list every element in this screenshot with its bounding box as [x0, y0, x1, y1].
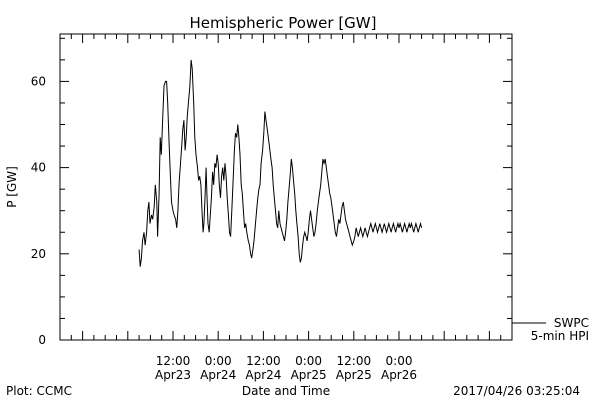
axis-tick-labels: 020406012:00Apr230:00Apr2412:00Apr240:00… [31, 74, 417, 382]
series-line [138, 59, 423, 267]
footer-right: 2017/04/26 03:25:04 [453, 384, 580, 398]
x-tick-date-label: Apr24 [200, 368, 236, 382]
legend-source: SWPC [554, 316, 589, 330]
y-tick-label: 20 [31, 247, 46, 261]
x-tick-date-label: Apr25 [291, 368, 327, 382]
x-tick-date-label: Apr25 [336, 368, 372, 382]
x-tick-time-label: 12:00 [246, 354, 281, 368]
x-tick-time-label: 12:00 [156, 354, 191, 368]
x-axis-label: Date and Time [242, 384, 330, 398]
plot-frame [59, 33, 513, 341]
chart-title: Hemispheric Power [GW] [190, 14, 377, 32]
axis-ticks [60, 34, 512, 340]
y-tick-label: 40 [31, 161, 46, 175]
legend-series-label: 5-min HPI [531, 329, 589, 343]
x-tick-date-label: Apr24 [245, 368, 281, 382]
x-tick-time-label: 0:00 [295, 354, 322, 368]
footer-left: Plot: CCMC [6, 384, 72, 398]
x-tick-time-label: 0:00 [205, 354, 232, 368]
x-tick-date-label: Apr26 [381, 368, 417, 382]
x-tick-time-label: 0:00 [386, 354, 413, 368]
y-tick-label: 0 [38, 333, 46, 347]
y-tick-label: 60 [31, 74, 46, 88]
y-axis-label: P [GW] [5, 166, 19, 208]
x-tick-time-label: 12:00 [337, 354, 372, 368]
x-tick-date-label: Apr23 [155, 368, 191, 382]
